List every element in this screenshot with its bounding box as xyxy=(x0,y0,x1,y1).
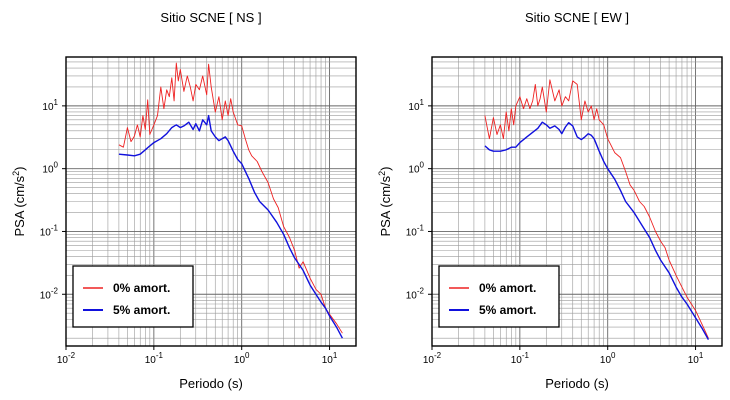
chart-title: Sitio SCNE [ NS ] xyxy=(160,10,261,25)
y-tick-label: 10-2 xyxy=(406,286,425,301)
series-group xyxy=(118,62,344,339)
y-tick-label: 100 xyxy=(408,161,424,176)
x-axis-label: Periodo (s) xyxy=(179,376,243,391)
series-line-damped xyxy=(118,114,344,339)
legend-label: 0% amort. xyxy=(479,281,536,295)
legend-label: 5% amort. xyxy=(113,303,170,317)
x-axis: 10-2 10-1 100 101 xyxy=(423,346,704,366)
plot-frame xyxy=(431,56,723,347)
series-line-undamped xyxy=(118,62,343,334)
y-axis: 10-2 10-1 100 101 xyxy=(406,98,432,301)
x-tick-label: 100 xyxy=(234,351,250,366)
series-line-undamped xyxy=(484,79,709,339)
x-tick-label: 10-1 xyxy=(145,351,164,366)
legend-label: 0% amort. xyxy=(113,281,170,295)
x-tick-label: 10-2 xyxy=(423,351,442,366)
x-tick-label: 10-2 xyxy=(57,351,76,366)
legend-box xyxy=(438,265,560,328)
x-axis-label: Periodo (s) xyxy=(545,376,609,391)
chart-panel-ew: Sitio SCNE [ EW ]10-2 10-1 100 10110-210-11… xyxy=(377,10,723,391)
y-tick-label: 10-1 xyxy=(40,223,59,238)
legend: 0% amort. 5% amort. xyxy=(72,265,194,328)
y-axis: 10-2 10-1 100 101 xyxy=(40,98,66,301)
x-tick-label: 10-1 xyxy=(511,351,530,366)
chart-panel-ns: Sitio SCNE [ NS ]10-2 10-1 100 10110-210-11… xyxy=(11,10,357,391)
y-axis-label: PSA (cm/s2) xyxy=(377,166,393,236)
legend-box xyxy=(72,265,194,328)
y-tick-label: 101 xyxy=(408,98,424,113)
y-axis-label: PSA (cm/s2) xyxy=(11,166,27,236)
y-tick-label: 10-1 xyxy=(406,223,425,238)
series-group xyxy=(484,79,710,340)
x-tick-label: 100 xyxy=(600,351,616,366)
legend: 0% amort. 5% amort. xyxy=(438,265,560,328)
y-tick-label: 101 xyxy=(42,98,58,113)
y-tick-label: 100 xyxy=(42,161,58,176)
series-line-damped xyxy=(484,121,710,340)
x-axis: 10-2 10-1 100 101 xyxy=(57,346,338,366)
chart-title: Sitio SCNE [ EW ] xyxy=(525,10,629,25)
y-tick-label: 10-2 xyxy=(40,286,59,301)
x-tick-label: 101 xyxy=(688,351,704,366)
plot-frame xyxy=(65,56,357,347)
x-tick-label: 101 xyxy=(322,351,338,366)
legend-label: 5% amort. xyxy=(479,303,536,317)
